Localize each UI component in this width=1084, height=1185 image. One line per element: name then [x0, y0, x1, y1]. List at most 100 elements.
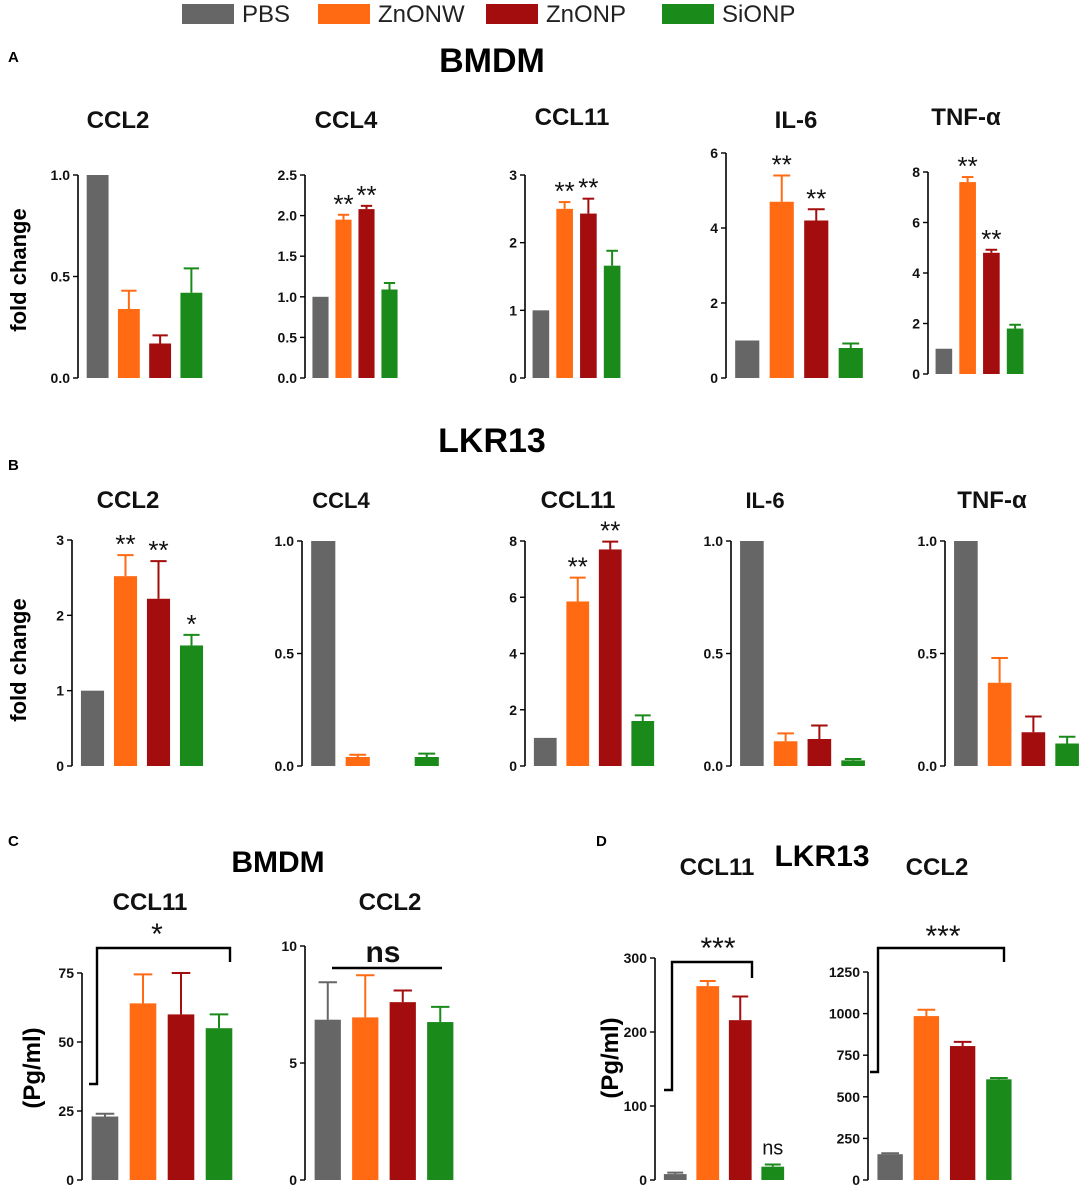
y-tick-label: 0.5 [275, 646, 295, 662]
significance-label: ** [115, 529, 135, 559]
bar-znonp [358, 209, 375, 378]
y-tick-label: 0.5 [278, 329, 298, 345]
y-tick-label: 0 [56, 758, 64, 774]
y-tick-label: 3 [509, 167, 517, 183]
y-tick-label: 1 [56, 683, 64, 699]
y-tick-label: 1.0 [51, 167, 71, 183]
chart-d-ccl11: CCL11 0 100 200 300 ns *** [624, 854, 785, 1185]
comparison-bracket [89, 946, 232, 1086]
significance-label: ** [772, 150, 792, 180]
y-tick-label: 0 [912, 366, 920, 382]
y-tick-label: 5 [289, 1055, 297, 1071]
y-tick-label: 2 [912, 316, 920, 332]
bar-znonw [987, 682, 1012, 766]
chart-b-ccl4: CCL4 0.0 0.5 1.0 [275, 488, 439, 774]
ns-label: ns [762, 1137, 783, 1159]
y-tick-label: 1 [509, 302, 517, 318]
y-tick-label: 1.0 [278, 289, 298, 305]
legend-label-pbs: PBS [242, 1, 290, 28]
bar-pbs [80, 690, 105, 766]
bar-znonp [598, 549, 622, 766]
y-tick-label: 8 [509, 533, 517, 549]
y-tick-label: 1000 [829, 1006, 860, 1022]
chart-title: IL-6 [775, 107, 818, 134]
bar-pbs [532, 310, 550, 378]
chart-title: CCL11 [113, 889, 188, 916]
y-tick-label: 0 [289, 1172, 297, 1185]
y-tick-label: 6 [710, 145, 718, 161]
y-tick-label: 6 [509, 589, 517, 605]
bar-znonp [167, 1014, 195, 1180]
bar-sionp [179, 645, 204, 766]
chart-d-ccl2: CCL2 0 250 500 750 1000 1250 *** [829, 854, 1012, 1185]
chart-a-ccl11: CCL11 0 1 2 3 ** ** [509, 104, 621, 386]
bar-sionp [1006, 328, 1024, 374]
bar-znonw [696, 986, 720, 1180]
bar-sionp [427, 1022, 454, 1180]
y-tick-label: 3 [56, 532, 64, 548]
bar-pbs [935, 348, 953, 374]
y-tick-label: 2.5 [278, 167, 298, 183]
y-tick-label: 0 [66, 1172, 74, 1185]
chart-title: CCL11 [680, 854, 755, 881]
y-tick-label: 500 [837, 1089, 861, 1105]
bar-sionp [414, 757, 439, 766]
significance-label: ** [148, 535, 168, 565]
bracket-label: *** [925, 920, 960, 953]
y-tick-label: 1.0 [918, 533, 938, 549]
chart-b-tnf-: TNF-α 0.0 0.5 1.0 [918, 487, 1079, 774]
chart-title: TNF-α [957, 487, 1027, 514]
significance-label: ** [568, 552, 588, 582]
bracket-label: ns [365, 936, 400, 969]
significance-label: ** [806, 183, 826, 213]
y-tick-label: 25 [58, 1103, 74, 1119]
y-tick-label: 0 [852, 1172, 860, 1185]
legend-swatch-pbs [182, 4, 234, 24]
ylabel-c: (Pg/ml) [19, 1027, 46, 1108]
chart-title: CCL2 [359, 889, 422, 916]
y-tick-label: 200 [624, 1024, 648, 1040]
y-tick-label: 4 [912, 265, 920, 281]
y-tick-label: 2 [509, 702, 517, 718]
bracket-label: * [151, 918, 163, 951]
significance-label: ** [981, 224, 1001, 254]
significance-label: ** [555, 176, 575, 206]
bar-znonw [773, 741, 798, 766]
y-tick-label: 0.0 [275, 758, 295, 774]
bar-znonw [129, 1003, 157, 1180]
bar-pbs [314, 1019, 341, 1180]
y-tick-label: 2 [509, 235, 517, 251]
legend-item-znonw: ZnONW [318, 1, 465, 28]
significance-label: ** [356, 180, 376, 210]
bar-sionp [838, 348, 863, 378]
bar-pbs [91, 1116, 119, 1180]
chart-title: CCL2 [87, 107, 150, 134]
y-tick-label: 1250 [829, 964, 860, 980]
bar-znonw [335, 219, 352, 378]
chart-b-ccl11: CCL11 0 2 4 6 8 ** ** [509, 487, 655, 774]
y-tick-label: 0.5 [704, 646, 724, 662]
y-tick-label: 750 [837, 1047, 861, 1063]
bar-znonw [113, 576, 138, 766]
bar-sionp [761, 1166, 785, 1180]
y-tick-label: 100 [624, 1098, 648, 1114]
legend-item-pbs: PBS [182, 1, 290, 28]
y-tick-label: 0.5 [51, 269, 71, 285]
bar-pbs [312, 296, 329, 378]
y-tick-label: 10 [281, 938, 297, 954]
y-tick-label: 1.0 [704, 533, 724, 549]
y-tick-label: 0 [509, 758, 517, 774]
chart-a-il-6: IL-6 0 2 4 6 ** ** [710, 107, 863, 386]
comparison-bracket [664, 960, 754, 1092]
chart-c-ccl2: CCL2 0 5 10 ns [281, 889, 454, 1185]
legend-label-znonp: ZnONP [546, 1, 626, 28]
y-tick-label: 0.0 [704, 758, 724, 774]
panel-letter-c: C [8, 833, 19, 850]
bar-znonp [146, 598, 171, 766]
bar-pbs [663, 1174, 687, 1180]
significance-label: * [186, 609, 196, 639]
chart-title: CCL4 [315, 107, 378, 134]
y-tick-label: 1.0 [275, 533, 295, 549]
